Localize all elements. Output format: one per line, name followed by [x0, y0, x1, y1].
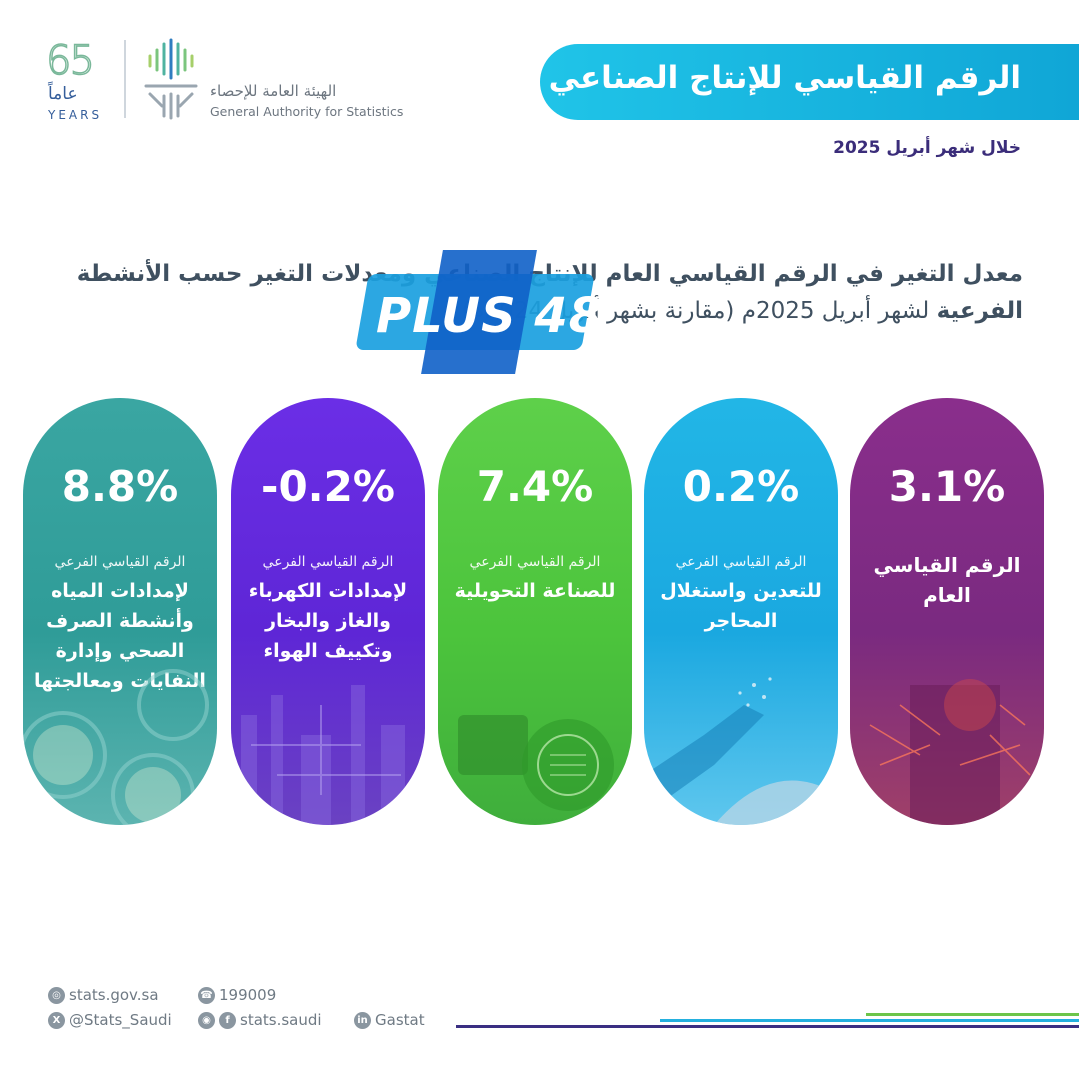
anniversary-logo: 65 عاماً YEARS: [44, 37, 112, 122]
card-general-index: 3.1% الرقم القياسي العام: [850, 398, 1044, 825]
instagram-icon: ◉: [198, 1012, 215, 1029]
social-link[interactable]: ◉ f stats.saudi: [198, 1011, 322, 1029]
authority-name-ar: الهيئة العامة للإحصاء: [210, 82, 337, 100]
watermark: PLUS 48: [355, 250, 602, 374]
card-value: 8.8%: [61, 462, 179, 511]
linkedin-icon: in: [354, 1012, 371, 1029]
power-plant-image: [241, 685, 405, 825]
motor-image: [458, 715, 614, 811]
card-small-label: الرقم القياسي الفرعي: [675, 554, 807, 570]
footer-line-purple: [456, 1025, 1079, 1028]
card-manufacturing: 7.4% الرقم القياسي الفرعي للصناعة التحوي…: [438, 398, 632, 825]
footer-line-blue: [660, 1019, 1079, 1022]
card-value: 3.1%: [888, 462, 1006, 511]
logo-divider: [124, 40, 126, 118]
card-value: 7.4%: [476, 462, 594, 511]
globe-icon: ◎: [48, 987, 65, 1004]
sparks-image: [869, 679, 1031, 825]
authority-name-en: General Authority for Statistics: [210, 104, 404, 119]
footer-line-green: [866, 1013, 1079, 1016]
phone-icon: ☎: [198, 987, 215, 1004]
title-band: [540, 44, 1079, 120]
x-icon: X: [48, 1012, 65, 1029]
card-mining: 0.2% الرقم القياسي الفرعي للتعدين واستغل…: [644, 398, 838, 825]
pipes-image: [23, 669, 209, 825]
gastat-logo-icon: [144, 38, 198, 120]
watermark-text: PLUS 48: [376, 288, 604, 344]
card-value: -0.2%: [261, 462, 395, 511]
phone-link[interactable]: ☎ 199009: [198, 986, 276, 1004]
anniversary-ar: عاماً: [48, 84, 78, 104]
card-electricity: -0.2% الرقم القياسي الفرعي لإمدادات الكه…: [231, 398, 425, 825]
card-label: للتعدين واستغلال المحاجر: [660, 580, 822, 632]
card-water: 8.8% الرقم القياسي الفرعي لإمدادات الميا…: [23, 398, 217, 825]
excavator-image: [644, 677, 838, 825]
page-title: الرقم القياسي للإنتاج الصناعي: [548, 60, 1021, 96]
card-small-label: الرقم القياسي الفرعي: [262, 554, 394, 570]
card-small-label: الرقم القياسي الفرعي: [469, 554, 601, 570]
website-link[interactable]: ◎ stats.gov.sa: [48, 986, 159, 1004]
card-label: الرقم القياسي العام: [873, 553, 1021, 607]
anniversary-en: YEARS: [48, 108, 103, 122]
card-small-label: الرقم القياسي الفرعي: [54, 554, 186, 570]
period-label: خلال شهر أبريل 2025: [833, 138, 1021, 158]
card-label: للصناعة التحويلية: [454, 580, 616, 602]
anniversary-number: 65: [45, 37, 95, 85]
linkedin-link[interactable]: in Gastat: [354, 1011, 425, 1029]
card-label: لإمدادات الكهرباء والغاز والبخار وتكييف …: [248, 580, 408, 662]
facebook-icon: f: [219, 1012, 236, 1029]
card-label: لإمدادات المياه وأنشطة الصرف الصحي وإدار…: [34, 580, 206, 692]
twitter-link[interactable]: X @Stats_Saudi: [48, 1011, 172, 1029]
card-value: 0.2%: [682, 462, 800, 511]
